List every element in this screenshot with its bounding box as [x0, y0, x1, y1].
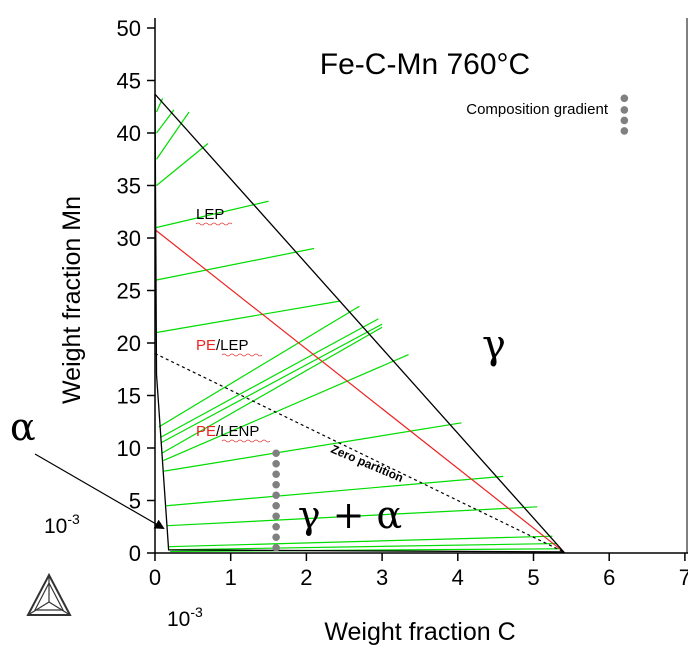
y-tick-label: 45 [117, 69, 141, 94]
tie-line [168, 542, 557, 551]
tie-line [156, 109, 175, 134]
x-tick-label: 2 [300, 565, 312, 590]
legend-gradient-dot [620, 127, 629, 135]
tie-line [155, 98, 164, 113]
composition-gradient-dot [272, 449, 280, 458]
y-tick-label: 5 [129, 489, 141, 514]
y-axis-title: Weight fraction Mn [58, 196, 86, 404]
y-multiplier-label: 10-3 [44, 511, 80, 538]
y-tick-label: 0 [129, 541, 141, 566]
composition-gradient-dot [272, 459, 280, 468]
pe-line-layer [154, 229, 565, 553]
alpha-arrow [34, 453, 165, 530]
phase-boundary-layer [154, 93, 566, 553]
x-multiplier-exponent: -3 [190, 604, 203, 620]
tie-line [170, 548, 560, 553]
composition-gradient-dot [272, 470, 280, 479]
pe-line [154, 229, 565, 553]
x-multiplier-label: 10-3 [167, 604, 203, 631]
y-tick-label: 10 [117, 436, 141, 461]
tie-line [167, 535, 553, 548]
tie-line [163, 422, 462, 472]
x-tick-label: 7 [679, 565, 688, 590]
y-tick-label: 20 [117, 331, 141, 356]
x-axis-ticks: 0 1 2 3 4 5 6 7 [149, 553, 688, 590]
pe-lep-black-part: /LEP [216, 337, 249, 354]
tie-line [167, 506, 538, 527]
y-tick-label: 15 [117, 384, 141, 409]
alpha-region-label: α [10, 405, 36, 449]
y-tick-label: 25 [117, 279, 141, 304]
composition-gradient-dot [272, 533, 280, 542]
tie-line [156, 200, 269, 229]
gamma-alpha-region-label: γ + α [298, 493, 402, 537]
x-tick-label: 4 [452, 565, 464, 590]
composition-gradient-dot [272, 543, 280, 552]
logo-icon [26, 572, 72, 616]
zero-partition-layer [154, 352, 565, 553]
pe-lep-label: PE/LEP [196, 337, 249, 354]
composition-gradient-dot [272, 522, 280, 531]
x-tick-label: 1 [225, 565, 237, 590]
legend-gradient-dot [620, 94, 629, 103]
tie-line [160, 318, 379, 439]
pe-lenp-red-part: PE [196, 423, 216, 440]
tie-line [158, 305, 360, 428]
x-tick-label: 0 [149, 565, 161, 590]
composition-gradient-dot [272, 501, 280, 510]
tie-line [156, 300, 341, 334]
y-multiplier-exponent: -3 [67, 511, 80, 527]
x-tick-label: 5 [527, 565, 539, 590]
y-axis-ticks: 0 5 10 15 20 25 30 35 40 45 50 [117, 16, 155, 566]
tie-line [156, 111, 190, 160]
tie-lines [155, 98, 560, 553]
composition-gradient-dot [272, 512, 280, 521]
tie-line [156, 143, 209, 186]
y-tick-label: 30 [117, 226, 141, 251]
x-tick-label: 6 [603, 565, 615, 590]
tie-line [163, 353, 409, 462]
pe-lenp-label: PE/LENP [196, 423, 259, 440]
pe-lenp-underline [221, 439, 271, 443]
pe-lep-red-part: PE [196, 337, 216, 354]
composition-gradient-dot [272, 480, 280, 489]
pe-lenp-black-part: /LENP [216, 423, 259, 440]
zero-partition-label: Zero partition [329, 442, 406, 485]
composition-gradient-dots [272, 449, 280, 552]
tie-line [161, 326, 383, 454]
tie-line [160, 323, 383, 444]
composition-gradient-legend-dots [620, 94, 629, 135]
lep-label: LEP [196, 206, 224, 223]
y-tick-label: 40 [117, 121, 141, 146]
gamma-region-label: γ [482, 322, 506, 368]
y-tick-label: 35 [117, 174, 141, 199]
x-axis-title: Weight fraction C [324, 618, 515, 646]
y-tick-label: 50 [117, 16, 141, 41]
composition-gradient-dot [272, 491, 280, 500]
legend-gradient-dot [620, 116, 629, 125]
phase-boundary-line [154, 93, 566, 553]
chart-title: Fe-C-Mn 760°C [320, 48, 530, 81]
tie-line [166, 475, 504, 507]
zero-partition-line [154, 352, 565, 553]
tie-line [156, 247, 315, 281]
composition-gradient-label: Composition gradient [466, 101, 609, 118]
legend-gradient-dot [620, 106, 629, 114]
pe-lep-underline [221, 353, 263, 357]
lep-underline [195, 222, 233, 226]
x-tick-label: 3 [376, 565, 388, 590]
